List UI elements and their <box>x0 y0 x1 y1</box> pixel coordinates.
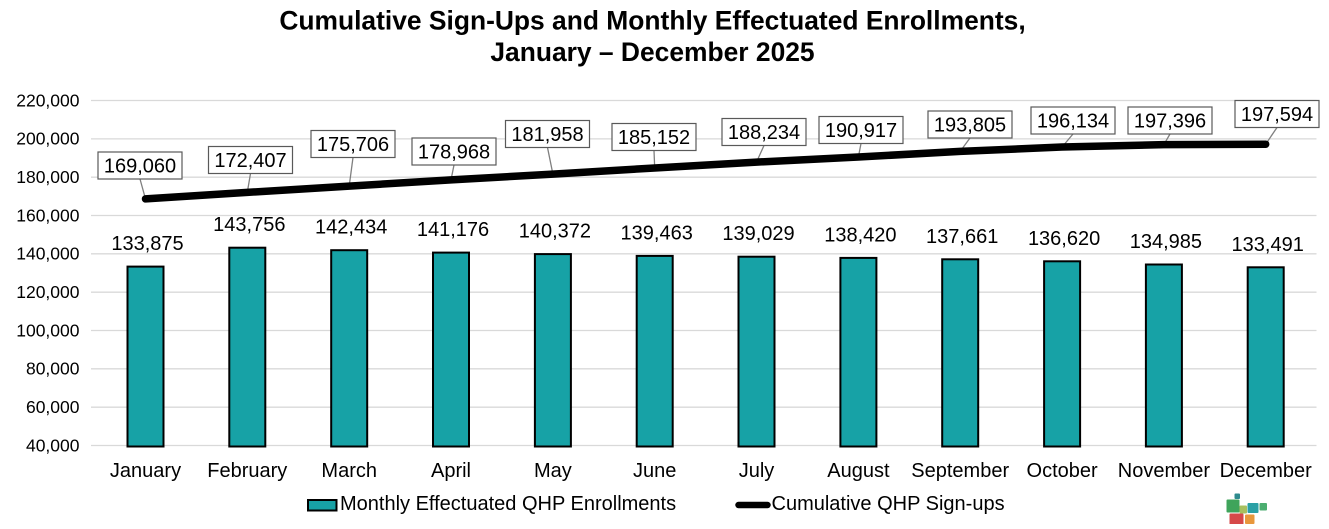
svg-text:June: June <box>633 460 676 482</box>
svg-text:138,420: 138,420 <box>824 224 896 246</box>
svg-text:Cumulative Sign-Ups and Monthl: Cumulative Sign-Ups and Monthly Effectua… <box>279 6 1025 36</box>
svg-text:March: March <box>321 460 377 482</box>
svg-text:Monthly Effectuated QHP Enroll: Monthly Effectuated QHP Enrollments <box>340 493 676 515</box>
svg-text:May: May <box>534 460 572 482</box>
svg-text:January – December 2025: January – December 2025 <box>490 37 814 67</box>
svg-text:80,000: 80,000 <box>26 359 80 379</box>
svg-text:197,594: 197,594 <box>1241 104 1313 126</box>
svg-text:188,234: 188,234 <box>728 122 800 144</box>
svg-text:October: October <box>1027 460 1098 482</box>
svg-text:185,152: 185,152 <box>618 127 690 149</box>
svg-text:175,706: 175,706 <box>317 134 389 156</box>
svg-text:Cumulative QHP Sign-ups: Cumulative QHP Sign-ups <box>772 493 1005 515</box>
svg-text:60,000: 60,000 <box>26 397 80 417</box>
svg-text:140,000: 140,000 <box>16 244 80 264</box>
svg-text:133,491: 133,491 <box>1232 234 1304 256</box>
svg-text:178,968: 178,968 <box>418 142 490 164</box>
svg-text:April: April <box>431 460 471 482</box>
svg-text:172,407: 172,407 <box>214 150 286 172</box>
svg-text:193,805: 193,805 <box>934 115 1006 137</box>
svg-text:136,620: 136,620 <box>1028 228 1100 250</box>
svg-text:February: February <box>207 460 287 482</box>
svg-text:220,000: 220,000 <box>16 90 80 110</box>
svg-text:137,661: 137,661 <box>926 226 998 248</box>
svg-text:January: January <box>110 460 181 482</box>
svg-text:August: August <box>827 460 890 482</box>
svg-text:December: December <box>1220 460 1313 482</box>
svg-text:200,000: 200,000 <box>16 129 80 149</box>
svg-text:139,463: 139,463 <box>621 222 693 244</box>
svg-text:141,176: 141,176 <box>417 219 489 241</box>
svg-text:134,985: 134,985 <box>1130 231 1202 253</box>
svg-text:196,134: 196,134 <box>1037 111 1109 133</box>
svg-text:143,756: 143,756 <box>213 214 285 236</box>
svg-text:100,000: 100,000 <box>16 320 80 340</box>
svg-text:169,060: 169,060 <box>104 156 176 178</box>
svg-text:197,396: 197,396 <box>1134 111 1206 133</box>
svg-text:40,000: 40,000 <box>26 435 80 455</box>
svg-text:139,029: 139,029 <box>722 223 794 245</box>
svg-text:120,000: 120,000 <box>16 282 80 302</box>
svg-text:160,000: 160,000 <box>16 205 80 225</box>
svg-text:181,958: 181,958 <box>511 124 583 146</box>
svg-text:190,917: 190,917 <box>825 120 897 142</box>
svg-text:November: November <box>1118 460 1211 482</box>
svg-text:140,372: 140,372 <box>519 221 591 243</box>
svg-text:180,000: 180,000 <box>16 167 80 187</box>
svg-text:September: September <box>911 460 1009 482</box>
svg-text:133,875: 133,875 <box>111 233 183 255</box>
svg-text:July: July <box>739 460 775 482</box>
svg-text:142,434: 142,434 <box>315 217 387 239</box>
